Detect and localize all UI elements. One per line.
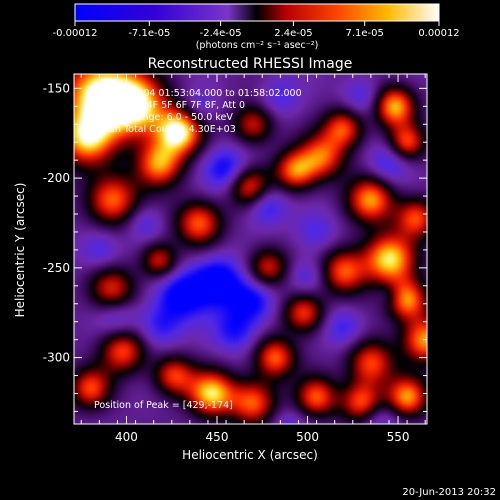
x-tick-label: 550 [387, 430, 410, 444]
y-tick-label: -300 [43, 351, 70, 365]
colorbar-tick-label: 2.4e-05 [274, 28, 312, 39]
chart-title: Reconstructed RHESSI Image [148, 56, 353, 72]
annotation-block: 18-Nov-2004 01:53:04.000 to 01:58:02.000… [94, 88, 302, 135]
x-tick-label: 500 [296, 430, 319, 444]
annotation-time: 18-Nov-2004 01:53:04.000 to 01:58:02.000 [94, 88, 302, 99]
plot-area [74, 74, 427, 424]
colorbar-tick-label: -2.4e-05 [200, 28, 242, 39]
colorbar-tick-label: 0.00012 [418, 28, 459, 39]
annotation-energy: Energy Range: 6.0 - 50.0 keV [94, 112, 233, 123]
x-tick-label: 450 [206, 430, 229, 444]
x-axis-label: Heliocentric X (arcsec) [182, 448, 318, 462]
annotation-detectors: Detectors: 4F 5F 6F 7F 8F, Att 0 [94, 100, 245, 111]
colorbar-tick-label: -0.00012 [53, 28, 98, 39]
y-tick-label: -150 [43, 81, 70, 95]
colorbar-gradient [74, 3, 440, 22]
annotation-counts: Clean Total Counts: 4.30E+03 [94, 124, 236, 135]
axis-ticks: 400 450 500 550 -150 -200 -250 -300 [43, 74, 427, 444]
colorbar: -0.00012 -7.1e-05 -2.4e-05 2.4e-05 7.1e-05 0.… [53, 3, 460, 51]
y-tick-label: -200 [43, 171, 70, 185]
plot-frame [73, 73, 428, 425]
colorbar-ticks: -0.00012 -7.1e-05 -2.4e-05 2.4e-05 7.1e-05 0.… [53, 21, 460, 39]
peak-position-label: Position of Peak = [429,-174] [94, 400, 233, 411]
y-axis-label: Heliocentric Y (arcsec) [13, 183, 27, 318]
x-tick-label: 400 [115, 430, 138, 444]
colorbar-tick-label: -7.1e-05 [128, 28, 170, 39]
colorbar-unit-label: (photons cm⁻² s⁻¹ asec⁻²) [196, 40, 319, 51]
colorbar-tick-label: 7.1e-05 [345, 28, 383, 39]
footer-timestamp: 20-Jun-2013 20:32 [402, 487, 496, 498]
heatmap-image [74, 74, 427, 424]
y-tick-label: -250 [43, 261, 70, 275]
